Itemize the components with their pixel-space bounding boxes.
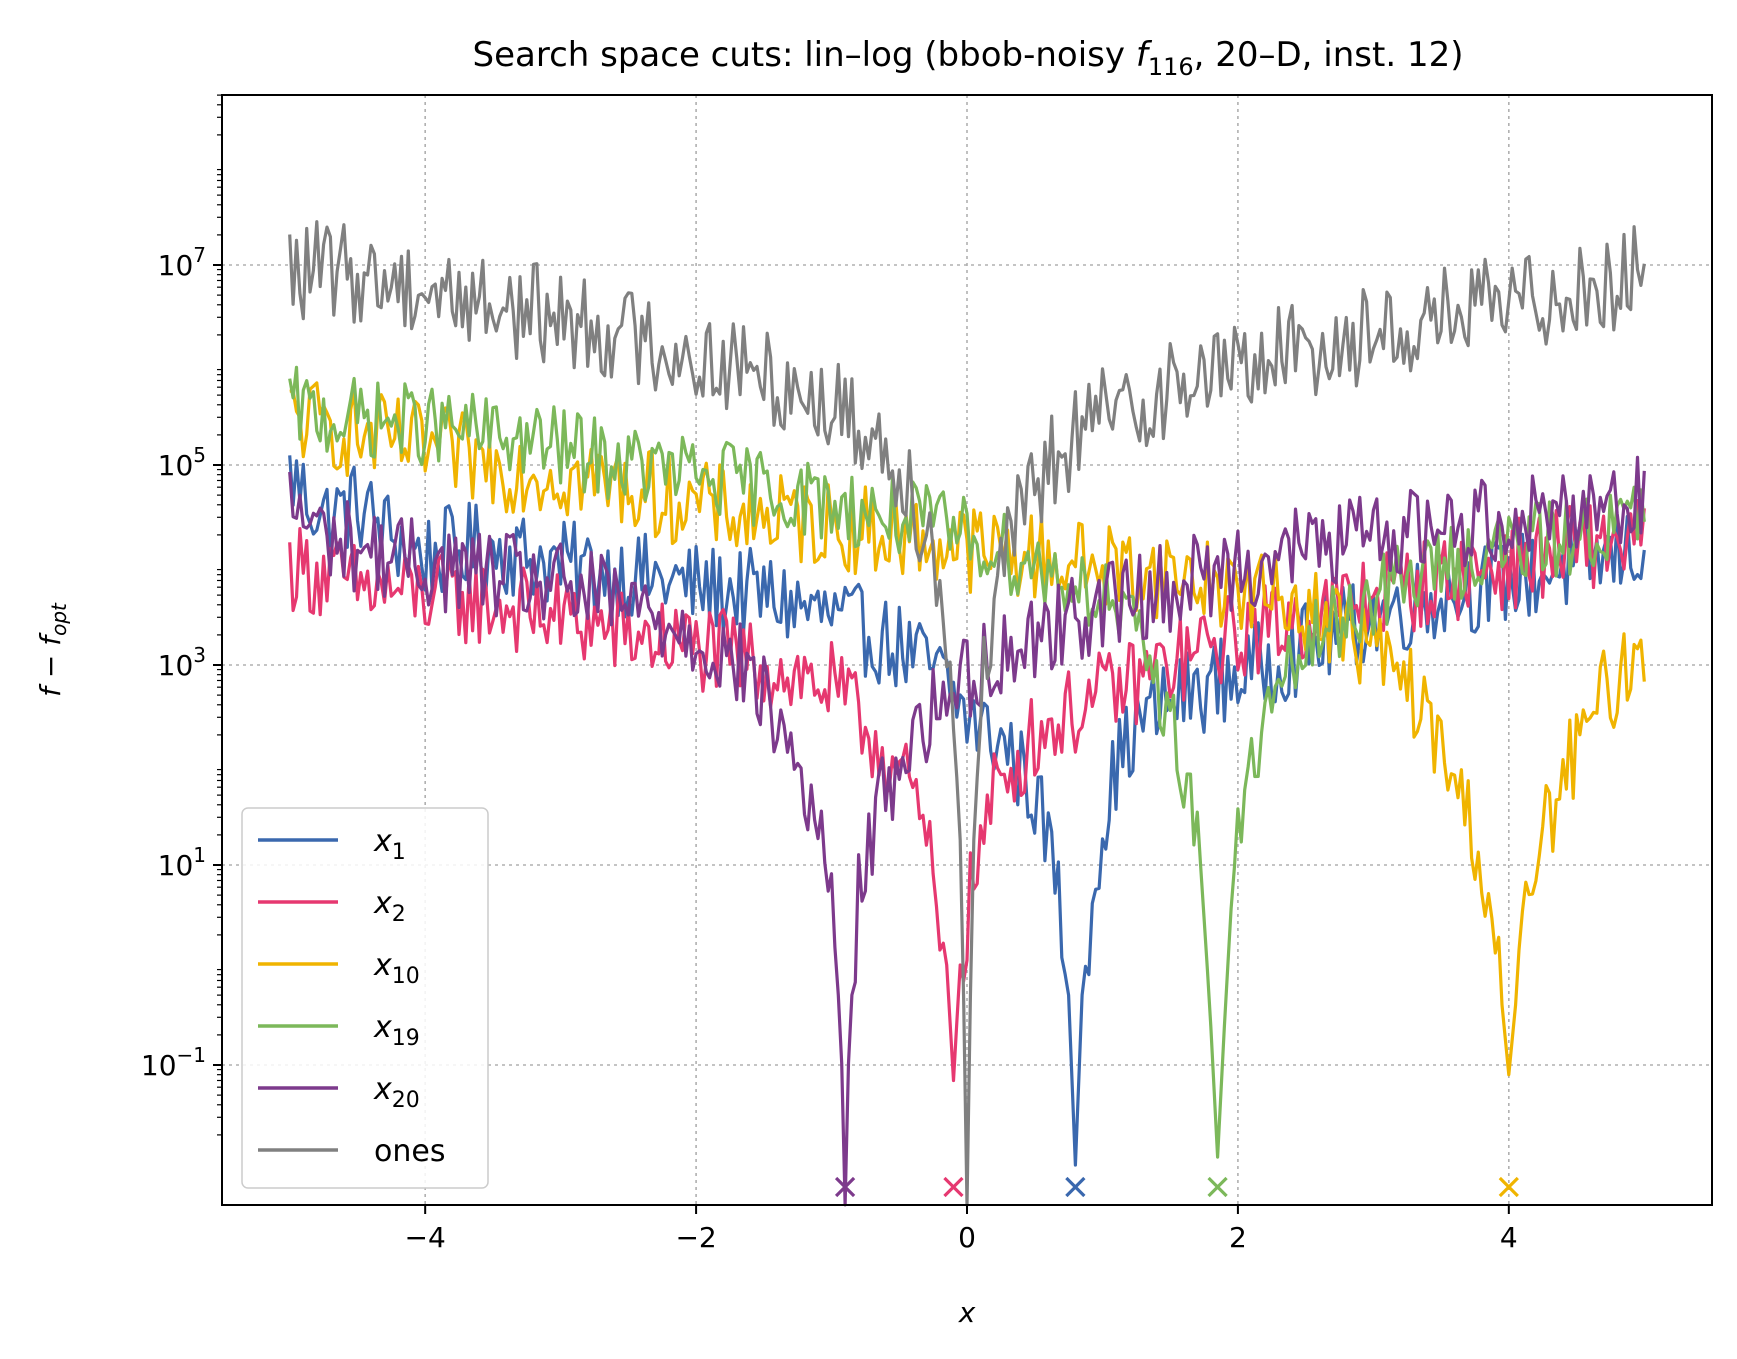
- y-axis-label-main: f − f: [34, 632, 67, 697]
- x-tick-label: −2: [675, 1221, 716, 1254]
- legend-items: x1 x2 x10 x19 x20 ones: [258, 824, 445, 1169]
- y-tick-label: 103: [158, 643, 206, 682]
- x-tick-label: 2: [1229, 1221, 1247, 1254]
- x-tick-label: 4: [1500, 1221, 1518, 1254]
- title-f-subscript: 116: [1148, 53, 1194, 81]
- legend-label-ones: ones: [374, 1134, 445, 1169]
- optimum-marker-x-20: [834, 1176, 856, 1198]
- legend-box: [241, 807, 489, 1189]
- y-axis-label: f − fopt: [34, 602, 71, 697]
- optimum-marker-x-10: [1498, 1176, 1519, 1198]
- x-axis-ticks: −4 −2 0 2 4: [405, 1205, 1518, 1254]
- optimum-markers: [834, 1176, 1519, 1198]
- x-tick-label: −4: [405, 1221, 446, 1254]
- optimum-marker-x-2: [943, 1176, 964, 1198]
- legend-label-x-20: x20: [373, 1072, 420, 1113]
- series-line-x-10: [289, 381, 1646, 1077]
- y-axis-label-subscript: opt: [47, 602, 71, 636]
- legend-label-x-1: x1: [373, 824, 406, 865]
- legend: x1 x2 x10 x19 x20 ones: [241, 807, 489, 1189]
- y-axis-ticks: 107 105 103 101 10−1: [141, 94, 222, 1136]
- y-tick-label: 10−1: [141, 1043, 206, 1082]
- title-suffix: , 20–D, inst. 12): [1194, 35, 1464, 75]
- optimum-marker-x-1: [1065, 1176, 1086, 1198]
- series-line-x-20: [288, 455, 1646, 1207]
- y-tick-label: 107: [158, 243, 206, 282]
- legend-label-x-2: x2: [373, 886, 406, 927]
- x-tick-label: 0: [958, 1221, 976, 1254]
- x-axis-label: x: [958, 1296, 976, 1329]
- plot-area: [288, 220, 1646, 1207]
- y-tick-label: 101: [158, 843, 206, 882]
- optimum-marker-x-19: [1207, 1176, 1228, 1198]
- title-prefix: Search space cuts: lin–log (bbob-noisy: [473, 35, 1136, 75]
- legend-label-x-19: x19: [373, 1010, 420, 1051]
- series-line-x-19: [288, 365, 1646, 1159]
- y-tick-label: 105: [158, 443, 206, 482]
- chart-title: Search space cuts: lin–log (bbob-noisy f…: [473, 35, 1464, 81]
- legend-label-x-10: x10: [373, 948, 420, 989]
